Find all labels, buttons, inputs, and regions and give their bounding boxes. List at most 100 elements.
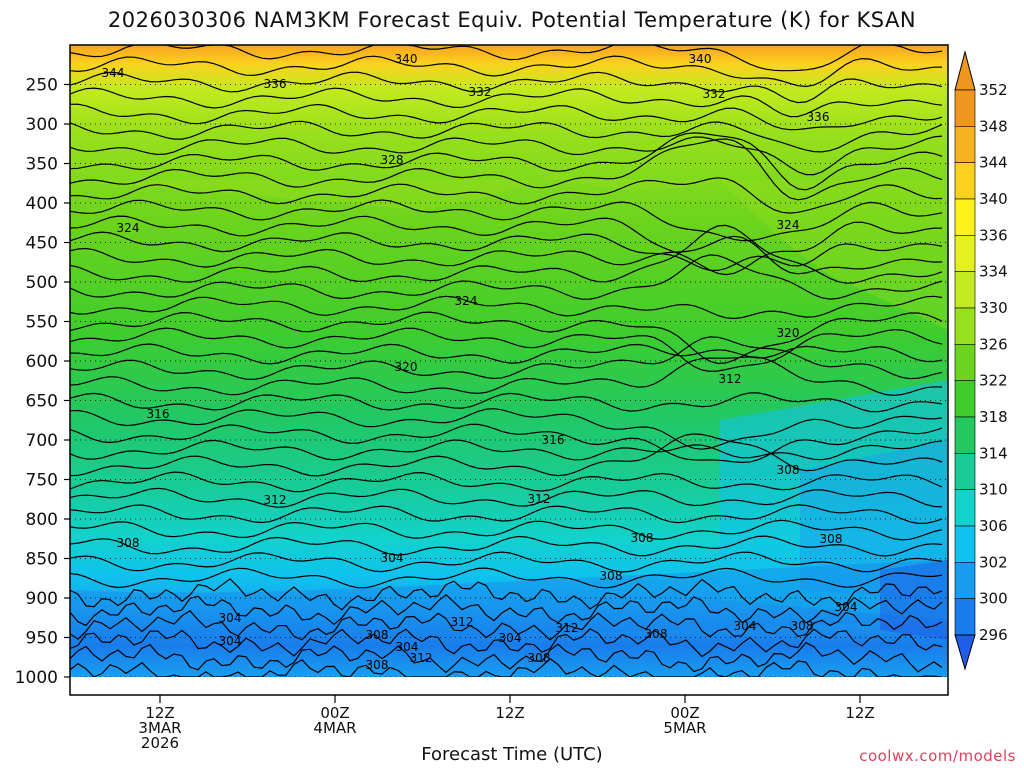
contour-line [70, 657, 943, 677]
colorbar-segment [954, 198, 976, 236]
contour-label: 312 [264, 493, 287, 507]
contour-label: 324 [117, 221, 140, 235]
x-tick-label: 3MAR [138, 719, 181, 737]
y-tick-label: 750 [26, 471, 58, 491]
colorbar-segment [954, 562, 976, 599]
contour-label: 324 [455, 294, 478, 308]
contour-line [70, 103, 943, 131]
contour-label: 336 [807, 110, 830, 124]
contour-line [70, 45, 943, 72]
contour-line [70, 551, 943, 573]
contour-line [70, 327, 943, 373]
contour-label: 308 [600, 569, 623, 583]
contour-line [70, 356, 943, 397]
contour-line [70, 235, 943, 275]
colorbar-segment [954, 271, 976, 309]
contour-line [70, 215, 943, 276]
colorbar-label: 348 [979, 117, 1008, 135]
contour-labels: 344 336 340 332 340 332 336 328 324 324 324 320 316 3… [102, 52, 858, 672]
contour-line [70, 120, 943, 153]
contour-label: 316 [542, 433, 565, 447]
contour-line [70, 132, 943, 191]
contour-line [70, 641, 943, 674]
contour-line [70, 594, 943, 627]
colorbar-bottom-arrow [954, 634, 976, 671]
y-tick-label: 650 [26, 392, 58, 412]
contour-line [70, 55, 943, 88]
contour-line [70, 135, 943, 176]
contour-label: 312 [410, 651, 433, 665]
x-axis-label: Forecast Time (UTC) [421, 744, 603, 765]
contour-line [70, 423, 943, 464]
contour-line [70, 224, 943, 284]
contour-line [70, 343, 943, 365]
x-tick-label: 12Z [145, 704, 174, 722]
contour-label: 308 [366, 628, 389, 642]
contour-label: 320 [395, 360, 418, 374]
contour-label: 304 [499, 631, 522, 645]
y-tick-label: 900 [26, 589, 58, 609]
contour-line [70, 71, 943, 104]
colorbar-segment [954, 489, 976, 527]
contour-label: 308 [366, 658, 389, 672]
y-axis: 250 300 350 400 450 500 550 600 650 700 750 800 850 9… [15, 76, 70, 688]
contour-line [70, 519, 943, 541]
contour-line [70, 295, 943, 320]
contour-label: 324 [777, 218, 800, 232]
y-tick-label: 300 [26, 115, 58, 135]
y-tick-label: 550 [26, 313, 58, 333]
colorbar-label: 306 [979, 517, 1008, 535]
contour-label: 316 [147, 407, 170, 421]
credit-text: coolwx.com/models [859, 747, 1016, 765]
x-tick-label: 12Z [495, 704, 524, 722]
colorbar-label: 340 [979, 190, 1008, 208]
contour-label: 340 [395, 52, 418, 66]
plot-frame [69, 44, 949, 696]
contour-line [70, 487, 943, 508]
contour-label: 308 [631, 531, 654, 545]
contour-label: 320 [777, 326, 800, 340]
colorbar-label: 344 [979, 154, 1008, 172]
x-tick-label: 5MAR [663, 719, 706, 737]
ground-strip [70, 677, 948, 695]
contour-label: 304 [734, 619, 757, 633]
colorbar-segment [954, 162, 976, 200]
y-tick-label: 400 [26, 194, 58, 214]
contour-label: 312 [528, 492, 551, 506]
contour-label: 332 [703, 87, 726, 101]
contour-line [70, 578, 943, 611]
contour-label: 340 [689, 52, 712, 66]
y-tick-label: 950 [26, 629, 58, 649]
x-tick-label: 00Z [320, 704, 349, 722]
x-tick-label: 4MAR [313, 719, 356, 737]
y-tick-label: 350 [26, 155, 58, 175]
contour-label: 308 [117, 536, 140, 550]
contour-label: 304 [219, 611, 242, 625]
x-tick-label: 00Z [670, 704, 699, 722]
contour-line [70, 311, 943, 365]
colorbar-segment [954, 598, 976, 636]
colorbar-label: 352 [979, 81, 1008, 99]
contour-label: 308 [820, 532, 843, 546]
contour-label: 308 [777, 463, 800, 477]
contour-line [70, 628, 943, 658]
contour-label: 312 [451, 615, 474, 629]
plot-field: 344 336 340 332 340 332 336 328 324 324 324 320 316 3… [70, 45, 948, 695]
contour-line [70, 177, 943, 214]
contour-label: 308 [645, 627, 668, 641]
y-tick-label: 700 [26, 431, 58, 451]
colorbar-segment [954, 235, 976, 272]
contour-line [70, 610, 943, 641]
contour-label: 308 [528, 651, 551, 665]
contour-line [70, 199, 943, 242]
colorbar-segment [954, 307, 976, 345]
contour-label: 308 [791, 619, 814, 633]
colorbar: 352 348 344 340 336 334 330 326 322 318 314 310 306 3… [954, 50, 1008, 671]
contour-line [70, 504, 943, 525]
contour-line [70, 392, 943, 413]
y-tick-label: 500 [26, 273, 58, 293]
colorbar-segment [954, 453, 976, 490]
contour-label: 312 [556, 621, 579, 635]
